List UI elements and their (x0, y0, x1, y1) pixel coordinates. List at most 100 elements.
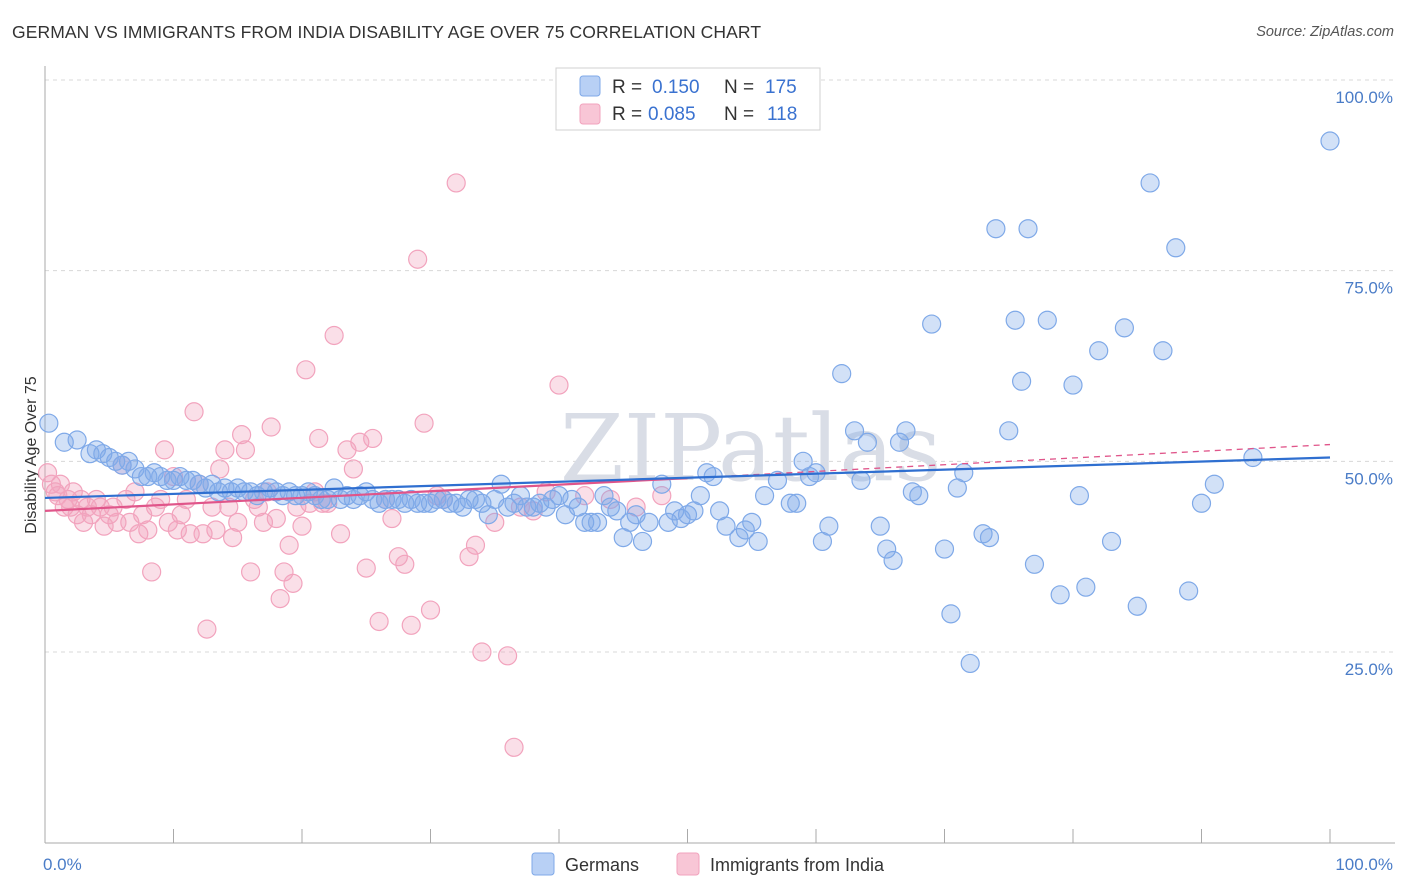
bottom-legend-germans: Germans (565, 855, 639, 875)
german-point (1037, 310, 1057, 330)
german-point (851, 470, 871, 490)
german-point (581, 512, 601, 532)
german-point (870, 516, 890, 536)
german-point (1114, 318, 1135, 338)
axes (44, 66, 1395, 844)
german-point (889, 432, 910, 452)
german-point (562, 489, 582, 510)
german-point (1011, 371, 1032, 391)
india-point (206, 520, 226, 540)
bottom-legend: Germans Immigrants from India (531, 852, 885, 876)
india-point (283, 573, 303, 593)
german-point (1076, 577, 1096, 597)
german-point (941, 604, 961, 624)
german-point (1166, 238, 1186, 258)
german-point (896, 421, 916, 441)
german-point (536, 497, 556, 517)
german-point (857, 432, 878, 452)
source-label: Source: ZipAtlas.com (1256, 24, 1394, 40)
india-point (167, 520, 187, 540)
german-point (639, 512, 659, 532)
tick-labels: 25.0% 50.0% 75.0% 100.0% 0.0% 100.0% (43, 88, 1393, 874)
india-point (549, 375, 569, 395)
india-point (48, 486, 68, 506)
german-point (39, 413, 59, 433)
german-point (754, 486, 775, 506)
german-point (665, 501, 685, 521)
india-point (154, 440, 175, 460)
legend-r-value-2: 0.085 (648, 104, 696, 125)
german-point (877, 539, 897, 559)
india-point (324, 325, 344, 346)
india-point (395, 554, 415, 574)
german-point (787, 493, 807, 513)
india-point (388, 547, 408, 567)
german-point (1063, 375, 1083, 395)
german-point (954, 463, 974, 483)
german-point (909, 486, 929, 506)
india-point (382, 508, 402, 529)
india-point (241, 562, 261, 582)
german-point (735, 520, 755, 540)
india-point (223, 527, 243, 548)
y-tick-label: 50.0% (1345, 469, 1393, 488)
german-point (999, 421, 1019, 441)
german-point (979, 527, 1000, 548)
german-point (690, 486, 710, 506)
german-point (1127, 596, 1147, 616)
german-point (472, 493, 492, 513)
german-point (118, 451, 139, 471)
india-point (652, 486, 672, 506)
india-point (228, 512, 248, 532)
legend: R = 0.150 N = 175 R = 0.085 N = 118 (555, 67, 821, 131)
german-point (780, 493, 800, 513)
india-point (210, 459, 230, 479)
y-tick-label: 100.0% (1335, 88, 1393, 107)
german-point (922, 314, 942, 334)
bottom-legend-swatch-india (676, 852, 700, 876)
india-point (485, 512, 505, 532)
y-axis-label: Disability Age Over 75 (23, 376, 40, 534)
german-point (934, 539, 955, 559)
german-point (1018, 219, 1038, 239)
india-point (171, 505, 191, 525)
german-point (1179, 581, 1199, 601)
german-point (716, 516, 736, 536)
india-point (292, 516, 312, 536)
legend-n-label-2: N = (724, 104, 754, 125)
legend-n-value-1: 175 (765, 77, 797, 98)
india-point (232, 425, 252, 445)
india-point (215, 440, 235, 460)
india-point (261, 417, 281, 437)
india-point (73, 512, 94, 532)
india-point (446, 173, 466, 193)
legend-swatch-india (579, 103, 601, 125)
legend-swatch-germans (579, 75, 601, 97)
german-point (414, 493, 434, 513)
india-point (363, 428, 383, 449)
bottom-legend-swatch-germans (531, 852, 555, 876)
german-point (594, 486, 614, 506)
legend-n-label-1: N = (724, 77, 754, 98)
india-point (94, 516, 114, 536)
trend-lines (44, 443, 1331, 513)
legend-n-value-2: 118 (767, 104, 797, 125)
watermark: ZIPatlas (560, 395, 941, 502)
german-point (517, 497, 537, 517)
german-point (1243, 447, 1263, 468)
german-point (1204, 474, 1224, 494)
german-point (382, 489, 402, 510)
india-point (408, 249, 428, 269)
india-point (356, 558, 376, 578)
india-point (401, 615, 421, 635)
german-point (1024, 554, 1045, 574)
german-point (311, 489, 331, 510)
india-point (575, 486, 595, 506)
german-point (1191, 493, 1212, 513)
india-point (270, 589, 290, 609)
legend-r-label-2: R = (612, 104, 642, 125)
india-point (343, 459, 363, 479)
india-point (465, 535, 486, 555)
india-point (350, 432, 370, 452)
